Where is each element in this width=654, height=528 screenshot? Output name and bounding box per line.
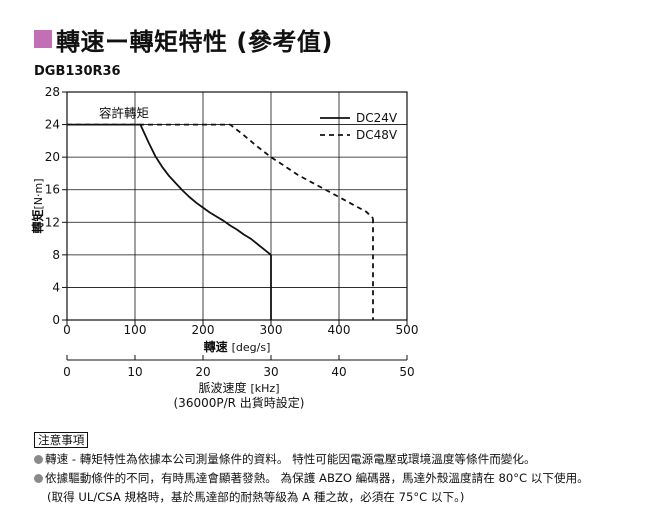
y-tick-label: 20 bbox=[45, 150, 60, 164]
pulse-speed-unit: [kHz] bbox=[251, 382, 280, 395]
notes-section: 注意事項 轉速 - 轉矩特性為依據本公司測量條件的資料。 特性可能因電源電壓或環… bbox=[34, 431, 589, 507]
note-text-3: (取得 UL/CSA 規格時，基於馬達部的耐熱等級為 A 種之故，必須在 75°… bbox=[47, 490, 465, 504]
allowable-torque-annotation: 容許轉矩 bbox=[99, 106, 149, 121]
y-tick-label: 4 bbox=[52, 280, 60, 294]
x2-tick-label: 20 bbox=[195, 365, 210, 379]
note-line-1: 轉速 - 轉矩特性為依據本公司測量條件的資料。 特性可能因電源電壓或環境溫度等條… bbox=[34, 450, 589, 469]
y-axis-label-text: 轉矩 bbox=[30, 210, 45, 234]
x-axis-label-text: 轉速 bbox=[204, 339, 228, 354]
plot-frame bbox=[66, 91, 408, 321]
pulse-speed-label-text: 脈波速度 bbox=[198, 380, 246, 395]
x-tick-label: 100 bbox=[124, 323, 147, 337]
bullet-icon bbox=[34, 474, 43, 483]
x-tick-label: 500 bbox=[396, 323, 419, 337]
x2-tick-label: 10 bbox=[127, 365, 142, 379]
title-marker bbox=[34, 30, 52, 48]
series-dc24v-line bbox=[67, 123, 272, 256]
x2-tick-label: 30 bbox=[263, 365, 278, 379]
series-lines bbox=[67, 123, 374, 320]
page-title: 轉速ー轉矩特性 (參考值) bbox=[56, 27, 333, 56]
note-line-2: 依據驅動條件的不同，有時馬達會顯著發熱。 為保護 ABZO 編碼器，馬達外殼溫度… bbox=[34, 469, 589, 488]
x-tick-label: 300 bbox=[260, 323, 283, 337]
legend-label: DC48V bbox=[356, 128, 398, 142]
pulse-speed-note: (36000P/R 出貨時設定) bbox=[174, 395, 305, 410]
note-text-1: 轉速 - 轉矩特性為依據本公司測量條件的資料。 特性可能因電源電壓或環境溫度等條… bbox=[45, 452, 536, 466]
y-axis-label: 轉矩[N·m] bbox=[30, 178, 45, 233]
y-tick-label: 28 bbox=[45, 85, 60, 99]
x-axis-unit: [deg/s] bbox=[232, 341, 271, 354]
page-header: 轉速ー轉矩特性 (參考值) bbox=[34, 22, 333, 56]
y-tick-label: 8 bbox=[52, 248, 60, 262]
y-axis-unit: [N·m] bbox=[32, 178, 45, 209]
notes-title: 注意事項 bbox=[34, 432, 89, 448]
x-tick-label: 400 bbox=[328, 323, 351, 337]
y-tick-label: 24 bbox=[45, 118, 60, 132]
secondary-x-axis: 0 10 20 30 40 50 bbox=[63, 355, 415, 379]
y-tick-label: 0 bbox=[52, 313, 60, 327]
bullet-icon bbox=[34, 455, 43, 464]
x2-tick-label: 50 bbox=[399, 365, 414, 379]
chart-legend: DC24V DC48V bbox=[320, 111, 398, 142]
pulse-speed-label: 脈波速度 [kHz] bbox=[198, 380, 279, 395]
torque-speed-chart: 0 4 8 12 16 20 24 28 0 100 200 300 400 500 0 10 20 30 40… bbox=[30, 85, 418, 410]
note-line-3: (取得 UL/CSA 規格時，基於馬達部的耐熱等級為 A 種之故，必須在 75°… bbox=[34, 488, 589, 507]
chart-grid bbox=[67, 92, 407, 320]
y-tick-label: 12 bbox=[45, 215, 60, 229]
x2-tick-label: 40 bbox=[331, 365, 346, 379]
x2-tick-label: 0 bbox=[63, 365, 71, 379]
model-name: DGB130R36 bbox=[34, 64, 121, 79]
x-tick-labels: 0 100 200 300 400 500 bbox=[63, 320, 418, 337]
x-axis-label: 轉速 [deg/s] bbox=[204, 339, 271, 354]
series-dc48v-line bbox=[67, 123, 374, 219]
legend-label: DC24V bbox=[356, 111, 398, 125]
x-tick-label: 0 bbox=[63, 323, 71, 337]
x-tick-label: 200 bbox=[192, 323, 215, 337]
note-text-2: 依據驅動條件的不同，有時馬達會顯著發熱。 為保護 ABZO 編碼器，馬達外殼溫度… bbox=[45, 471, 589, 485]
y-tick-label: 16 bbox=[45, 183, 60, 197]
y-tick-labels: 0 4 8 12 16 20 24 28 bbox=[45, 85, 67, 327]
